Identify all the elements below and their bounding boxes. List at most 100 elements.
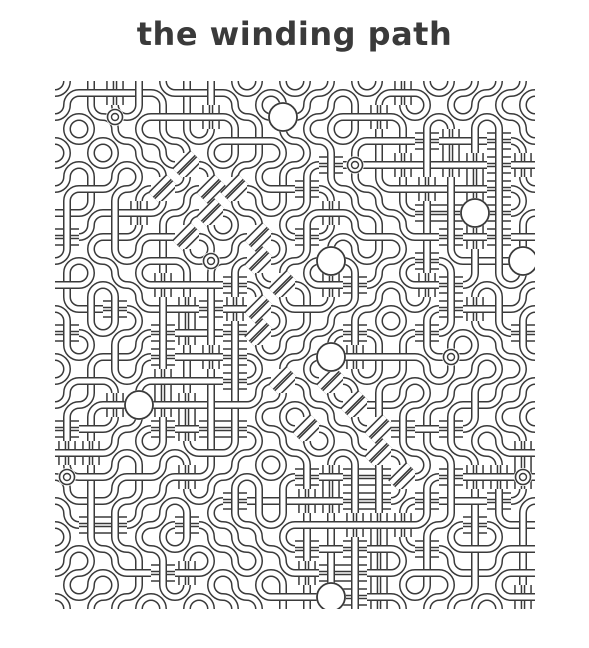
maze-tile: [102, 176, 128, 202]
maze-tile: [486, 104, 512, 130]
maze-tile: [102, 248, 128, 274]
maze-tile: [270, 512, 296, 538]
maze-tile: [270, 560, 296, 586]
maze-tile: [390, 560, 416, 586]
maze-tile: [270, 128, 296, 154]
maze-tile: [439, 273, 463, 297]
maze-tile: [486, 81, 512, 106]
hotspot-circle[interactable]: [460, 198, 490, 228]
maze-tile: [150, 81, 176, 106]
maze-tile: [270, 81, 296, 106]
maze-tile: [343, 537, 367, 561]
maze-tile: [78, 224, 104, 250]
maze-tile: [222, 584, 248, 609]
hotspot-circle[interactable]: [508, 246, 535, 276]
maze-tile: [487, 177, 511, 201]
maze-tile: [150, 440, 176, 466]
maze-tile: [102, 416, 128, 442]
maze-tile: [270, 440, 296, 466]
maze-tile: [174, 584, 200, 609]
maze-tile: [151, 273, 175, 297]
maze-tile: [55, 273, 79, 297]
maze-tile: [415, 273, 439, 297]
maze-tile: [414, 440, 440, 466]
maze-tile: [486, 440, 512, 466]
maze-tile: [79, 369, 103, 393]
maze-tile: [268, 366, 298, 396]
maze-tile: [342, 296, 368, 322]
maze-tile: [79, 81, 103, 105]
maze-tile: [366, 272, 392, 298]
maze-tile: [486, 560, 512, 586]
maze-tile: [367, 537, 391, 561]
maze-tile: [55, 512, 80, 538]
hotspot-circle[interactable]: [268, 102, 298, 132]
maze-tile: [102, 560, 128, 586]
maze-tile: [319, 489, 343, 513]
maze-tile: [367, 513, 391, 537]
hotspot-circle[interactable]: [316, 342, 346, 372]
maze-tile: [55, 225, 79, 249]
maze-tile: [342, 224, 368, 250]
maze-tile: [391, 129, 415, 153]
maze-tile: [294, 272, 320, 298]
maze-tile: [102, 152, 128, 178]
maze-tile: [391, 177, 415, 201]
maze-tile: [103, 81, 127, 105]
maze-tile: [463, 465, 487, 489]
maze-tile: [343, 489, 367, 513]
maze-tile: [487, 297, 511, 321]
maze-tile: [367, 225, 391, 249]
maze-tile: [222, 536, 248, 562]
maze-tile: [78, 560, 104, 586]
maze-tile: [78, 272, 104, 298]
maze-tile: [511, 537, 535, 561]
maze-tile: [366, 296, 392, 322]
maze-tile: [390, 392, 416, 418]
maze-tile: [511, 321, 535, 345]
maze-tile: [271, 177, 295, 201]
maze-tile: [415, 537, 439, 561]
maze-tile: [367, 153, 391, 177]
maze-tile: [414, 344, 440, 370]
maze-canvas[interactable]: [55, 81, 535, 609]
maze-tile: [270, 296, 296, 322]
maze-tile: [270, 464, 296, 490]
hotspot-circle[interactable]: [316, 582, 346, 609]
maze-tile: [438, 536, 464, 562]
maze-tile: [270, 320, 296, 346]
maze-tile: [222, 560, 248, 586]
maze-tile: [175, 513, 199, 537]
hotspot-circle[interactable]: [316, 246, 346, 276]
maze-tile: [438, 584, 464, 609]
maze-tile: [246, 416, 272, 442]
maze-tile: [439, 417, 463, 441]
maze-board[interactable]: [55, 81, 535, 609]
maze-tile: [79, 513, 103, 537]
maze-tile: [367, 465, 391, 489]
maze-tile: [414, 512, 440, 538]
maze-tile: [292, 414, 322, 444]
maze-tile: [415, 321, 439, 345]
maze-tile: [438, 392, 464, 418]
maze-tile: [390, 200, 416, 226]
hotspot-circle[interactable]: [124, 390, 154, 420]
maze-tile: [295, 225, 319, 249]
maze-tile: [79, 441, 103, 465]
maze-tile: [294, 81, 320, 106]
maze-tile: [318, 104, 344, 130]
maze-tile: [318, 416, 344, 442]
maze-tile: [364, 438, 394, 468]
maze-tile: [318, 296, 344, 322]
maze-tile: [462, 416, 488, 442]
maze-tile: [55, 128, 80, 154]
maze-tile: [222, 81, 248, 106]
maze-tile: [55, 296, 80, 322]
maze-tile: [342, 416, 368, 442]
maze-tile: [462, 440, 488, 466]
maze-tile: [439, 153, 463, 177]
maze-tile: [414, 392, 440, 418]
maze-tile: [199, 369, 223, 393]
maze-tile: [55, 392, 80, 418]
maze-tile: [414, 81, 440, 106]
